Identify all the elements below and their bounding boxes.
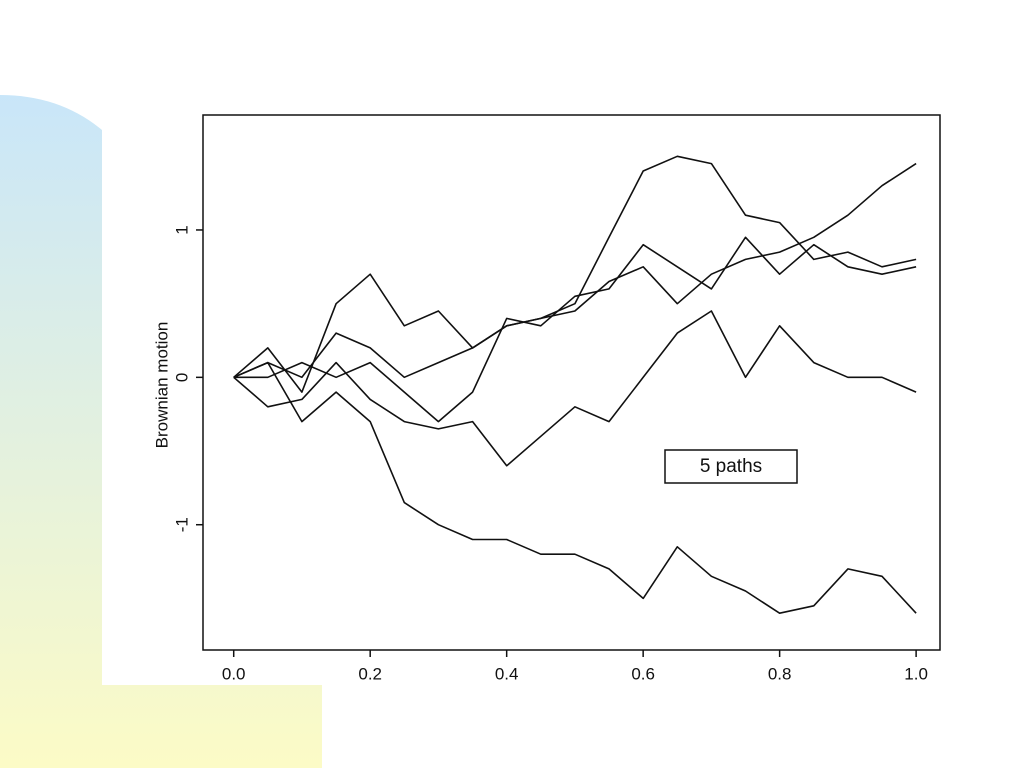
y-tick-label: 1 (172, 225, 191, 234)
brownian-path (233, 155, 917, 379)
x-tick-label: 0.6 (631, 664, 655, 683)
y-axis-label: Brownian motion (152, 322, 171, 449)
brownian-path (233, 310, 917, 467)
brownian-path (233, 162, 917, 393)
x-tick-label: 0.0 (222, 664, 246, 683)
y-tick-label: 0 (172, 373, 191, 382)
brownian-path (233, 361, 917, 614)
x-tick-label: 0.8 (768, 664, 792, 683)
slide-decoration (0, 95, 322, 768)
annotation-box (664, 449, 798, 484)
plot-frame (202, 114, 941, 651)
x-tick-label: 0.4 (495, 664, 519, 683)
brownian-path (233, 236, 917, 423)
y-tick-label: -1 (172, 517, 191, 532)
annotation: 5 paths (700, 456, 762, 477)
x-tick-label: 0.2 (358, 664, 382, 683)
x-tick-label: 1.0 (904, 664, 928, 683)
